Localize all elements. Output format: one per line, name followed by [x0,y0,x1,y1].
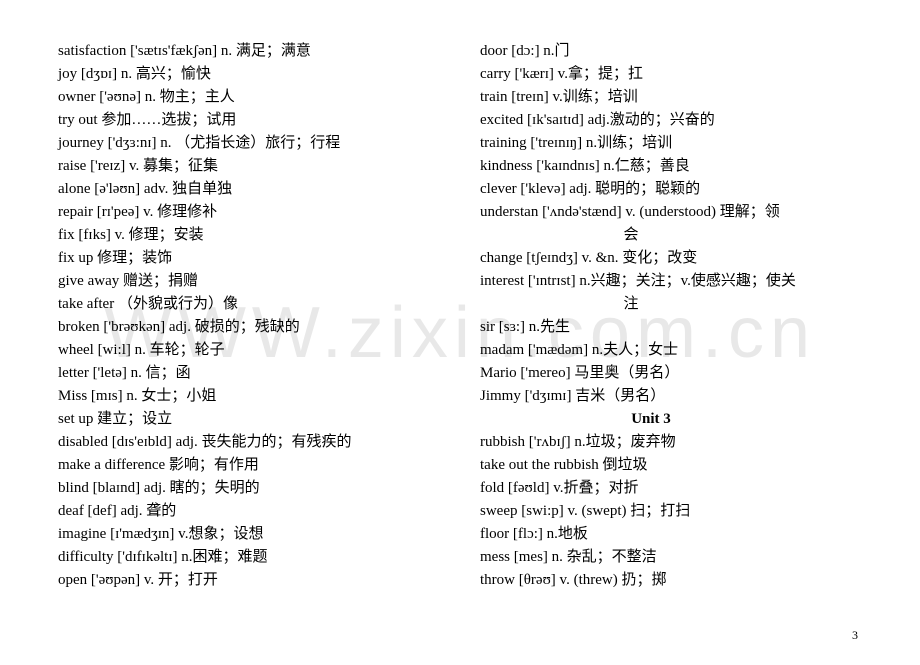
vocab-entry: owner ['əʊnə] n. 物主；主人 [58,86,440,109]
column-right: door [dɔ:] n.门carry ['kærɪ] v.拿；提；扛train… [480,40,862,592]
vocab-entry: change [tʃeɪndʒ] v. &n. 变化；改变 [480,247,862,270]
two-column-layout: satisfaction ['sætɪs'fækʃən] n. 满足；满意joy… [0,0,920,612]
vocab-entry: fix [fɪks] v. 修理；安装 [58,224,440,247]
page-number: 3 [852,628,858,643]
vocab-entry: take out the rubbish 倒垃圾 [480,454,862,477]
vocab-entry: fold [fəʊld] v.折叠；对折 [480,477,862,500]
vocab-entry: joy [dʒɒɪ] n. 高兴；愉快 [58,63,440,86]
vocab-entry: understan ['ʌndə'stænd] v. (understood) … [480,201,862,224]
vocab-entry: broken ['brəʊkən] adj. 破损的；残缺的 [58,316,440,339]
vocab-entry: clever ['klevə] adj. 聪明的；聪颖的 [480,178,862,201]
vocab-entry: disabled [dɪs'eɪbld] adj. 丧失能力的；有残疾的 [58,431,440,454]
vocab-entry: open ['əʊpən] v. 开；打开 [58,569,440,592]
vocab-entry: rubbish ['rʌbɪʃ] n.垃圾；废弃物 [480,431,862,454]
vocab-entry: set up 建立；设立 [58,408,440,431]
vocab-entry: alone [ə'ləʊn] adv. 独自单独 [58,178,440,201]
vocab-entry: imagine [ɪ'mædʒɪn] v.想象；设想 [58,523,440,546]
vocab-entry: carry ['kærɪ] v.拿；提；扛 [480,63,862,86]
vocab-entry: mess [mes] n. 杂乱；不整洁 [480,546,862,569]
vocab-entry-continuation: 注 [480,293,862,316]
vocab-entry: fix up 修理；装饰 [58,247,440,270]
column-left: satisfaction ['sætɪs'fækʃən] n. 满足；满意joy… [58,40,440,592]
vocab-entry: give away 赠送；捐赠 [58,270,440,293]
vocab-entry: Jimmy ['dʒɪmɪ] 吉米（男名） [480,385,862,408]
vocab-entry: interest ['ɪntrɪst] n.兴趣；关注；v.使感兴趣；使关 [480,270,862,293]
vocab-entry: deaf [def] adj. 聋的 [58,500,440,523]
vocab-entry: raise ['reɪz] v. 募集；征集 [58,155,440,178]
vocab-entry: blind [blaɪnd] adj. 瞎的；失明的 [58,477,440,500]
vocab-entry: training ['treɪnɪŋ] n.训练；培训 [480,132,862,155]
vocab-entry: train [treɪn] v.训练；培训 [480,86,862,109]
vocab-entry: sweep [swi:p] v. (swept) 扫；打扫 [480,500,862,523]
vocab-entry: wheel [wi:l] n. 车轮；轮子 [58,339,440,362]
vocab-entry: take after （外貌或行为）像 [58,293,440,316]
vocab-entry: Mario ['mereo] 马里奥（男名） [480,362,862,385]
vocab-entry: door [dɔ:] n.门 [480,40,862,63]
vocab-entry: madam ['mædəm] n.夫人；女士 [480,339,862,362]
vocab-entry: repair [rɪ'peə] v. 修理修补 [58,201,440,224]
vocab-entry: try out 参加……选拔；试用 [58,109,440,132]
vocab-entry: sir [sɜ:] n.先生 [480,316,862,339]
vocab-entry: throw [θrəʊ] v. (threw) 扔；掷 [480,569,862,592]
vocab-entry: floor [flɔ:] n.地板 [480,523,862,546]
vocab-entry: journey ['dʒɜ:nɪ] n. （尤指长途）旅行；行程 [58,132,440,155]
vocab-entry: difficulty ['dɪfɪkəltɪ] n.困难；难题 [58,546,440,569]
vocab-entry: letter ['letə] n. 信；函 [58,362,440,385]
vocab-entry: make a difference 影响；有作用 [58,454,440,477]
vocab-entry: Miss [mɪs] n. 女士；小姐 [58,385,440,408]
unit-header: Unit 3 [480,408,862,431]
vocab-entry: excited [ɪk'saɪtɪd] adj.激动的；兴奋的 [480,109,862,132]
vocab-entry: satisfaction ['sætɪs'fækʃən] n. 满足；满意 [58,40,440,63]
vocab-entry-continuation: 会 [480,224,862,247]
vocab-entry: kindness ['kaɪndnɪs] n.仁慈；善良 [480,155,862,178]
